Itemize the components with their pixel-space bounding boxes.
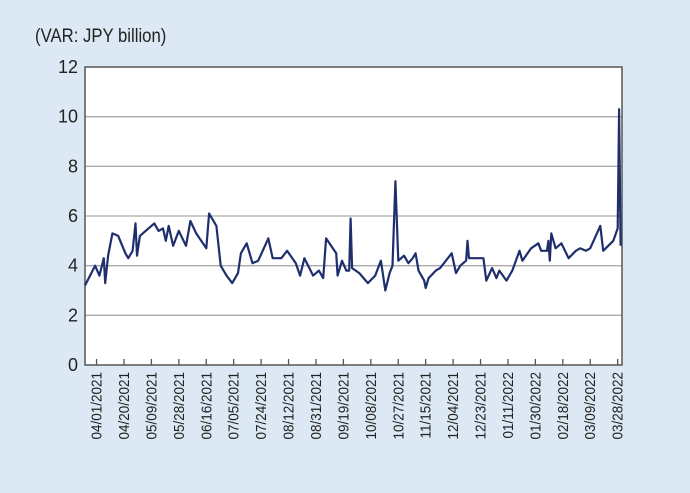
- x-tick-label: 11/15/2021: [418, 372, 435, 439]
- x-tick-label: 01/11/2022: [500, 372, 517, 439]
- x-tick-label: 04/20/2021: [116, 372, 133, 440]
- series-line-var: [84, 108, 622, 292]
- unit-label: (VAR: JPY billion): [35, 26, 167, 47]
- x-tick-label: 04/01/2021: [89, 372, 106, 440]
- x-tick-label: 03/09/2022: [583, 372, 600, 440]
- x-tick-label: 05/28/2021: [171, 372, 188, 440]
- y-tick-label: 2: [68, 305, 78, 325]
- x-tick-label: 08/31/2021: [308, 372, 325, 440]
- x-tick-label: 07/24/2021: [253, 372, 270, 440]
- y-tick-label: 6: [68, 206, 78, 226]
- x-tick-label: 02/18/2022: [555, 372, 572, 440]
- plot-area: [84, 66, 623, 366]
- y-tick-label: 8: [68, 156, 78, 176]
- x-tick-label: 09/19/2021: [336, 372, 353, 440]
- x-tick-label: 01/30/2022: [528, 372, 545, 440]
- x-tick-label: 05/09/2021: [144, 372, 161, 440]
- y-tick-label: 10: [58, 107, 78, 127]
- x-tick-label: 10/27/2021: [391, 372, 408, 440]
- x-tick-label: 12/04/2021: [445, 372, 462, 440]
- y-tick-label: 12: [58, 57, 78, 77]
- x-tick-label: 12/23/2021: [473, 372, 490, 440]
- x-tick-label: 07/05/2021: [226, 372, 243, 440]
- x-tick-label: 08/12/2021: [281, 372, 298, 440]
- x-tick-label: 06/16/2021: [199, 372, 216, 440]
- x-tick-label: 10/08/2021: [363, 372, 380, 440]
- x-tick-label: 03/28/2022: [610, 372, 627, 440]
- y-tick-label: 0: [68, 355, 78, 375]
- y-tick-label: 4: [68, 256, 78, 276]
